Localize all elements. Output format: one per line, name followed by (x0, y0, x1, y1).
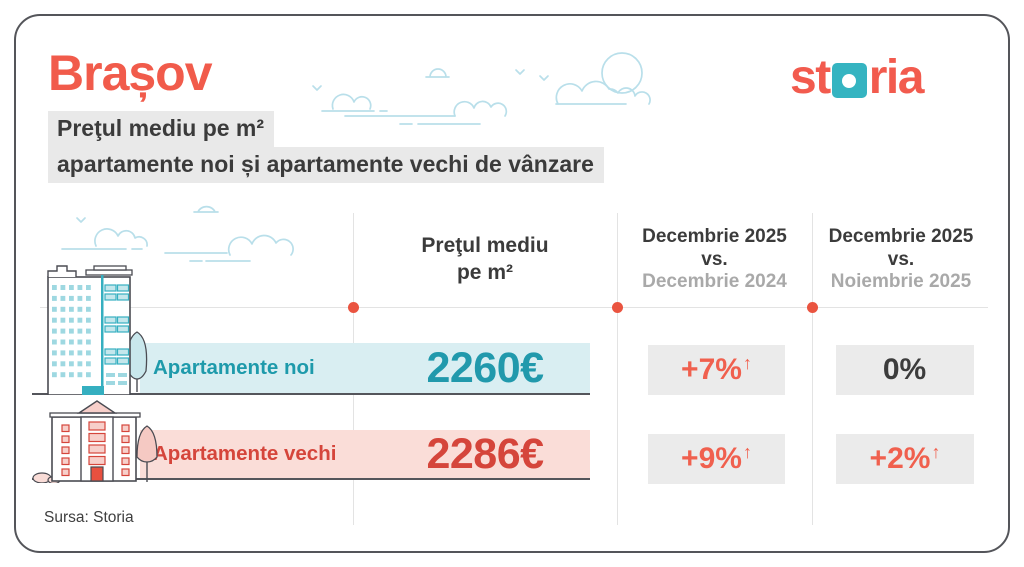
divider-dot (612, 302, 623, 313)
row-band-old (140, 430, 590, 478)
cell-old-yoy: +9% ↑ (648, 434, 785, 484)
row-label-old: Apartamente vechi (153, 442, 337, 465)
source-note: Sursa: Storia (44, 509, 134, 526)
cell-new-mom: 0% (836, 345, 974, 395)
storia-logo: st ria (790, 50, 925, 105)
divider-dot (807, 302, 818, 313)
price-new: 2260€ (426, 344, 544, 392)
column-header-mom: Decembrie 2025 vs. Noiembrie 2025 (828, 226, 974, 292)
logo-o-icon (831, 63, 867, 98)
column-divider (617, 213, 618, 525)
up-arrow-icon: ↑ (742, 352, 752, 373)
logo-text-left: st (790, 51, 831, 104)
logo-text-right: ria (868, 51, 925, 104)
row-band-new (140, 343, 590, 393)
column-divider (812, 213, 813, 525)
subtitle-line1: Preţul mediu pe m² (48, 111, 275, 147)
subtitle-line2: apartamente noi și apartamente vechi de … (48, 147, 604, 183)
cell-new-yoy: +7% ↑ (648, 345, 785, 395)
ground-line (32, 478, 590, 480)
column-header-price: Preţul mediu pe m² (421, 234, 549, 284)
header-divider (40, 307, 988, 308)
page-title: Brașov (48, 45, 213, 101)
column-header-yoy: Decembrie 2025 vs. Decembrie 2024 (642, 226, 787, 292)
up-arrow-icon: ↑ (742, 441, 752, 462)
row-label-new: Apartamente noi (153, 356, 315, 379)
up-arrow-icon: ↑ (931, 441, 941, 462)
cell-old-mom: +2% ↑ (836, 434, 974, 484)
price-old: 2286€ (426, 430, 544, 478)
divider-dot (348, 302, 359, 313)
ground-line (32, 393, 590, 395)
